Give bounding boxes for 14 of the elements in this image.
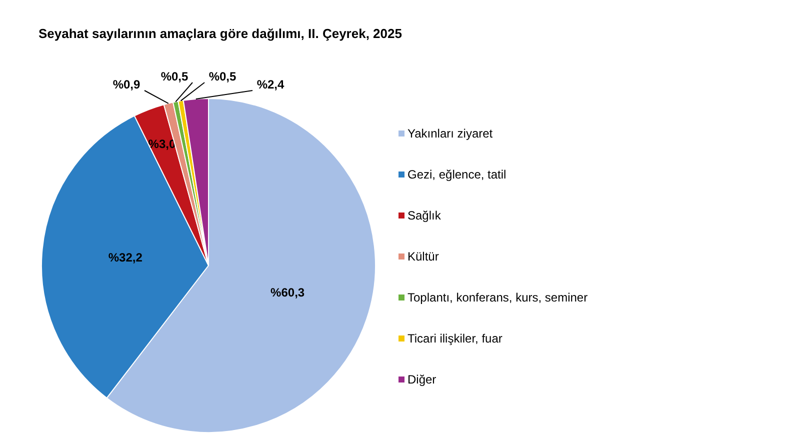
- chart-title: Seyahat sayılarının amaçlara göre dağılımı, II. Çeyrek, 2025: [38, 26, 402, 41]
- data-label: %2,4: [256, 78, 284, 92]
- data-label: %0,5: [208, 70, 236, 84]
- data-label: %32,2: [108, 250, 143, 264]
- legend-label: Yakınları ziyaret: [408, 126, 494, 140]
- data-label: %60,3: [270, 285, 305, 300]
- legend-label: Gezi, eğlence, tatil: [408, 168, 506, 182]
- legend-label: Diğer: [408, 372, 436, 386]
- legend-label: Kültür: [408, 250, 439, 264]
- data-label: %0,9: [112, 78, 140, 92]
- data-label: %0,5: [160, 70, 188, 84]
- legend-label: Toplantı, konferans, kurs, seminer: [408, 290, 588, 304]
- legend-label: Ticari ilişkiler, fuar: [408, 332, 502, 346]
- legend-label: Sağlık: [408, 208, 442, 222]
